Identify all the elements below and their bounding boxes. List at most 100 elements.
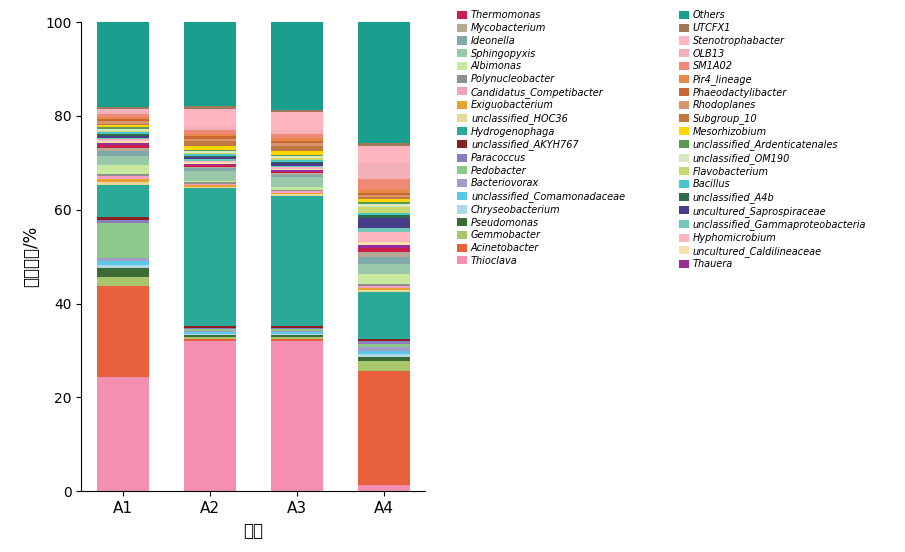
Bar bbox=[184, 139, 236, 141]
Bar bbox=[357, 485, 410, 491]
Bar bbox=[271, 339, 323, 341]
Bar bbox=[97, 261, 149, 266]
Bar bbox=[357, 344, 410, 347]
Bar bbox=[357, 228, 410, 232]
Bar bbox=[271, 331, 323, 332]
Bar bbox=[357, 264, 410, 274]
Bar bbox=[357, 257, 410, 264]
Bar bbox=[184, 168, 236, 171]
Bar bbox=[97, 151, 149, 156]
Bar bbox=[271, 174, 323, 177]
Bar bbox=[271, 191, 323, 193]
Bar bbox=[97, 112, 149, 114]
Bar bbox=[271, 193, 323, 194]
Bar bbox=[271, 332, 323, 334]
Bar bbox=[357, 288, 410, 290]
Bar bbox=[271, 141, 323, 143]
Bar bbox=[184, 335, 236, 337]
Bar bbox=[97, 125, 149, 127]
Bar bbox=[357, 142, 410, 146]
Bar bbox=[97, 268, 149, 277]
Bar bbox=[184, 331, 236, 332]
Bar bbox=[97, 143, 149, 145]
Bar bbox=[97, 222, 149, 258]
Bar bbox=[97, 127, 149, 129]
Bar bbox=[271, 177, 323, 187]
Bar bbox=[184, 134, 236, 136]
Bar bbox=[357, 208, 410, 213]
Bar bbox=[357, 232, 410, 242]
Bar bbox=[357, 274, 410, 284]
Bar bbox=[271, 162, 323, 163]
Bar bbox=[97, 132, 149, 134]
Bar bbox=[271, 335, 323, 337]
Bar bbox=[184, 326, 236, 328]
Bar bbox=[271, 341, 323, 491]
Bar bbox=[184, 160, 236, 161]
Bar bbox=[97, 147, 149, 151]
Bar bbox=[97, 176, 149, 179]
Legend: Thermomonas, Mycobacterium, Ideonella, Sphingopyxis, Albimonas, Polynucleobacter: Thermomonas, Mycobacterium, Ideonella, S… bbox=[457, 10, 625, 266]
Bar bbox=[271, 110, 323, 113]
X-axis label: 样品: 样品 bbox=[243, 522, 263, 539]
Bar bbox=[97, 156, 149, 165]
Bar bbox=[271, 167, 323, 168]
Bar bbox=[357, 339, 410, 341]
Bar bbox=[357, 354, 410, 357]
Bar bbox=[97, 119, 149, 121]
Bar bbox=[357, 146, 410, 163]
Bar bbox=[271, 138, 323, 141]
Bar bbox=[357, 202, 410, 204]
Bar bbox=[97, 174, 149, 176]
Bar bbox=[271, 166, 323, 167]
Bar bbox=[357, 204, 410, 208]
Bar bbox=[184, 185, 236, 187]
Bar bbox=[184, 164, 236, 165]
Bar bbox=[357, 248, 410, 252]
Bar bbox=[271, 163, 323, 166]
Bar bbox=[271, 337, 323, 339]
Legend: Others, UTCFX1, Stenotrophabacter, OLB13, SM1A02, Pir4_lineage, Phaeodactylibact: Others, UTCFX1, Stenotrophabacter, OLB13… bbox=[679, 10, 866, 269]
Bar bbox=[97, 137, 149, 140]
Bar bbox=[271, 170, 323, 172]
Bar bbox=[184, 184, 236, 185]
Bar bbox=[271, 151, 323, 155]
Bar bbox=[271, 328, 323, 329]
Bar bbox=[97, 109, 149, 112]
Bar bbox=[184, 187, 236, 188]
Bar bbox=[271, 329, 323, 331]
Bar bbox=[184, 155, 236, 156]
Bar bbox=[271, 22, 323, 110]
Bar bbox=[357, 197, 410, 199]
Bar bbox=[97, 139, 149, 141]
Bar bbox=[97, 134, 149, 136]
Bar bbox=[271, 146, 323, 151]
Bar bbox=[271, 157, 323, 160]
Bar bbox=[184, 337, 236, 339]
Bar bbox=[184, 330, 236, 331]
Bar bbox=[271, 326, 323, 328]
Bar bbox=[357, 341, 410, 344]
Bar bbox=[357, 286, 410, 288]
Bar bbox=[357, 242, 410, 245]
Bar bbox=[271, 334, 323, 335]
Bar bbox=[184, 341, 236, 491]
Bar bbox=[184, 161, 236, 162]
Bar bbox=[357, 284, 410, 286]
Bar bbox=[184, 332, 236, 334]
Bar bbox=[184, 162, 236, 164]
Bar bbox=[357, 218, 410, 228]
Bar bbox=[184, 165, 236, 167]
Bar bbox=[97, 124, 149, 125]
Bar bbox=[357, 199, 410, 202]
Bar bbox=[97, 141, 149, 143]
Bar bbox=[184, 109, 236, 126]
Bar bbox=[184, 167, 236, 168]
Bar bbox=[97, 258, 149, 261]
Bar bbox=[357, 252, 410, 257]
Bar bbox=[357, 22, 410, 142]
Bar bbox=[271, 134, 323, 138]
Bar bbox=[97, 182, 149, 184]
Bar bbox=[271, 130, 323, 134]
Y-axis label: 相对丰度/%: 相对丰度/% bbox=[22, 226, 40, 287]
